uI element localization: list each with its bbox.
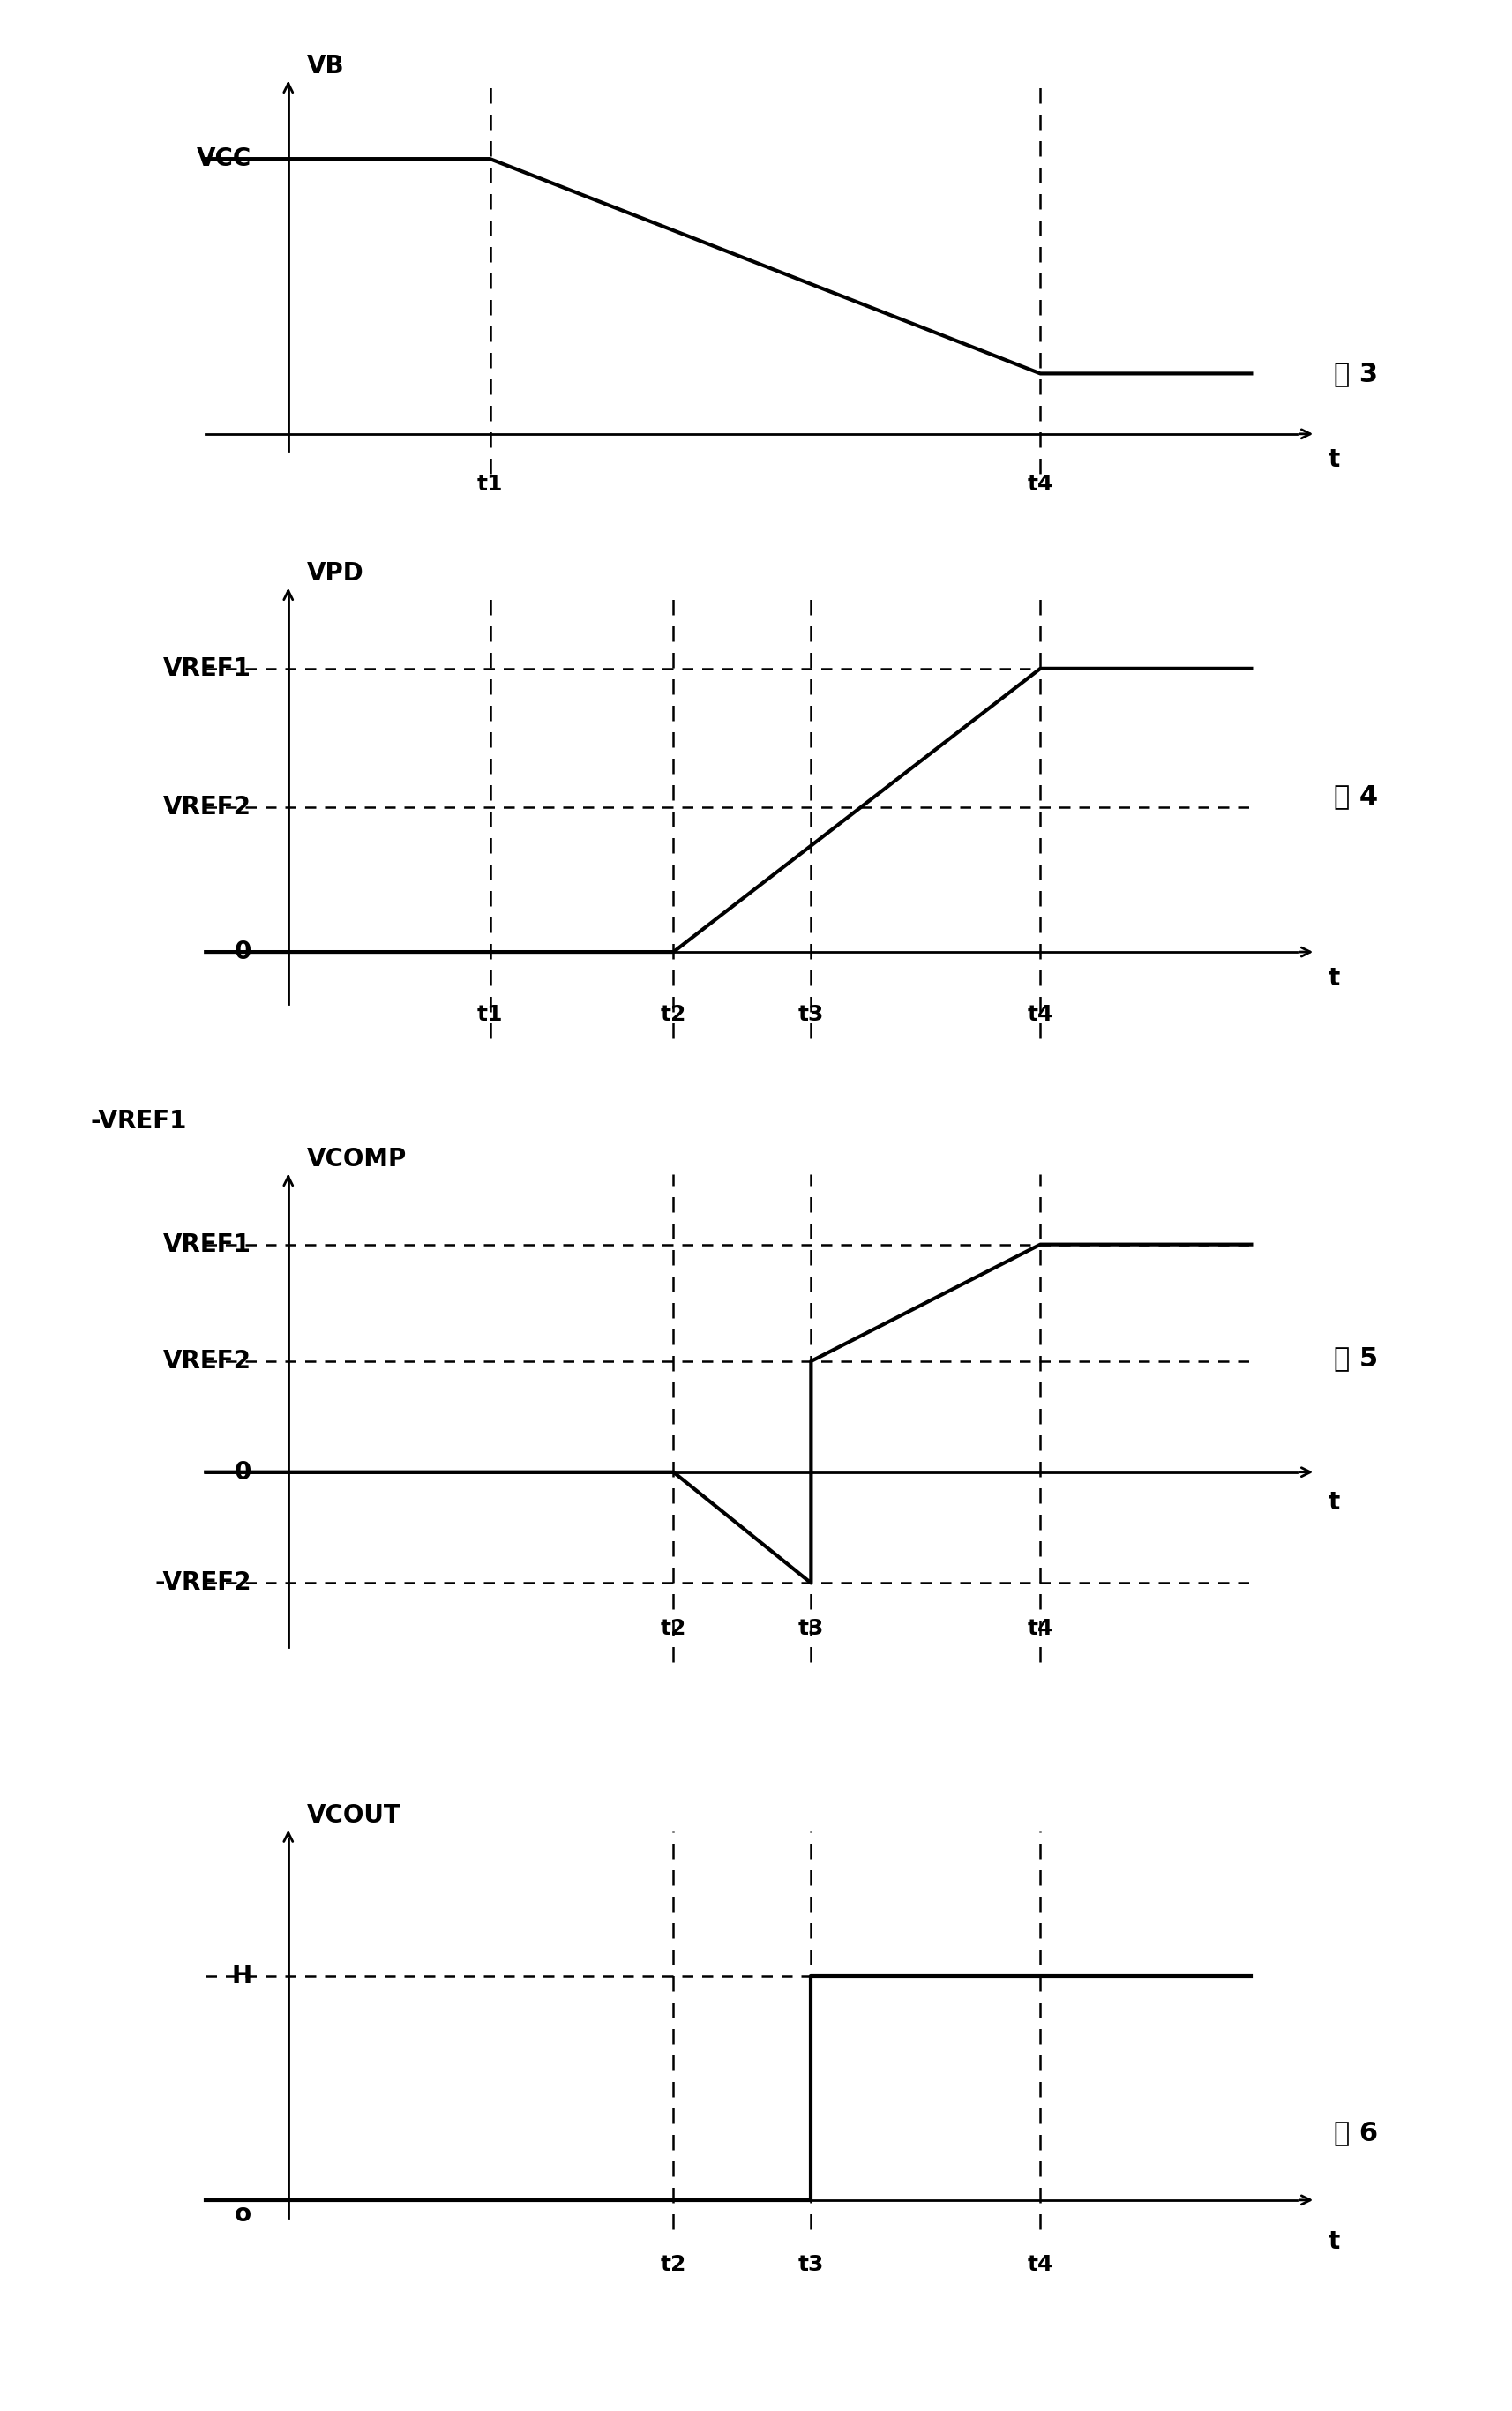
Text: -VREF1: -VREF1 — [91, 1109, 187, 1133]
Text: t: t — [1328, 1490, 1340, 1514]
Text: t2: t2 — [661, 1003, 686, 1025]
Text: t2: t2 — [661, 2254, 686, 2276]
Text: 图 4: 图 4 — [1334, 784, 1377, 808]
Text: o: o — [234, 2201, 251, 2228]
Text: VCOUT: VCOUT — [307, 1803, 401, 1828]
Text: 图 3: 图 3 — [1334, 362, 1377, 386]
Text: 图 5: 图 5 — [1334, 1345, 1377, 1372]
Text: t4: t4 — [1027, 1003, 1054, 1025]
Text: t1: t1 — [476, 475, 503, 494]
Text: VB: VB — [307, 53, 345, 80]
Text: 图 6: 图 6 — [1334, 2119, 1377, 2146]
Text: t2: t2 — [661, 1618, 686, 1639]
Text: t4: t4 — [1027, 2254, 1054, 2276]
Text: t: t — [1328, 448, 1340, 473]
Text: t: t — [1328, 2228, 1340, 2254]
Text: VCOMP: VCOMP — [307, 1148, 407, 1172]
Text: H: H — [231, 1963, 251, 1989]
Text: t4: t4 — [1027, 475, 1054, 494]
Text: t4: t4 — [1027, 1618, 1054, 1639]
Text: VPD: VPD — [307, 562, 364, 586]
Text: VREF2: VREF2 — [163, 1348, 251, 1374]
Text: t3: t3 — [798, 1618, 824, 1639]
Text: t3: t3 — [798, 2254, 824, 2276]
Text: VREF1: VREF1 — [163, 656, 251, 680]
Text: t3: t3 — [798, 1003, 824, 1025]
Text: VREF2: VREF2 — [163, 796, 251, 820]
Text: -VREF2: -VREF2 — [156, 1570, 251, 1596]
Text: VCC: VCC — [197, 147, 251, 171]
Text: t: t — [1328, 967, 1340, 991]
Text: 0: 0 — [234, 940, 251, 964]
Text: t1: t1 — [476, 1003, 503, 1025]
Text: VREF1: VREF1 — [163, 1232, 251, 1256]
Text: 0: 0 — [234, 1459, 251, 1485]
